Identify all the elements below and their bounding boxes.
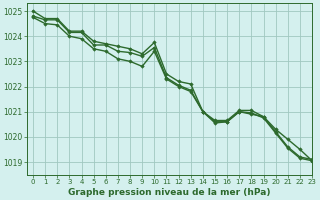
X-axis label: Graphe pression niveau de la mer (hPa): Graphe pression niveau de la mer (hPa) <box>68 188 271 197</box>
